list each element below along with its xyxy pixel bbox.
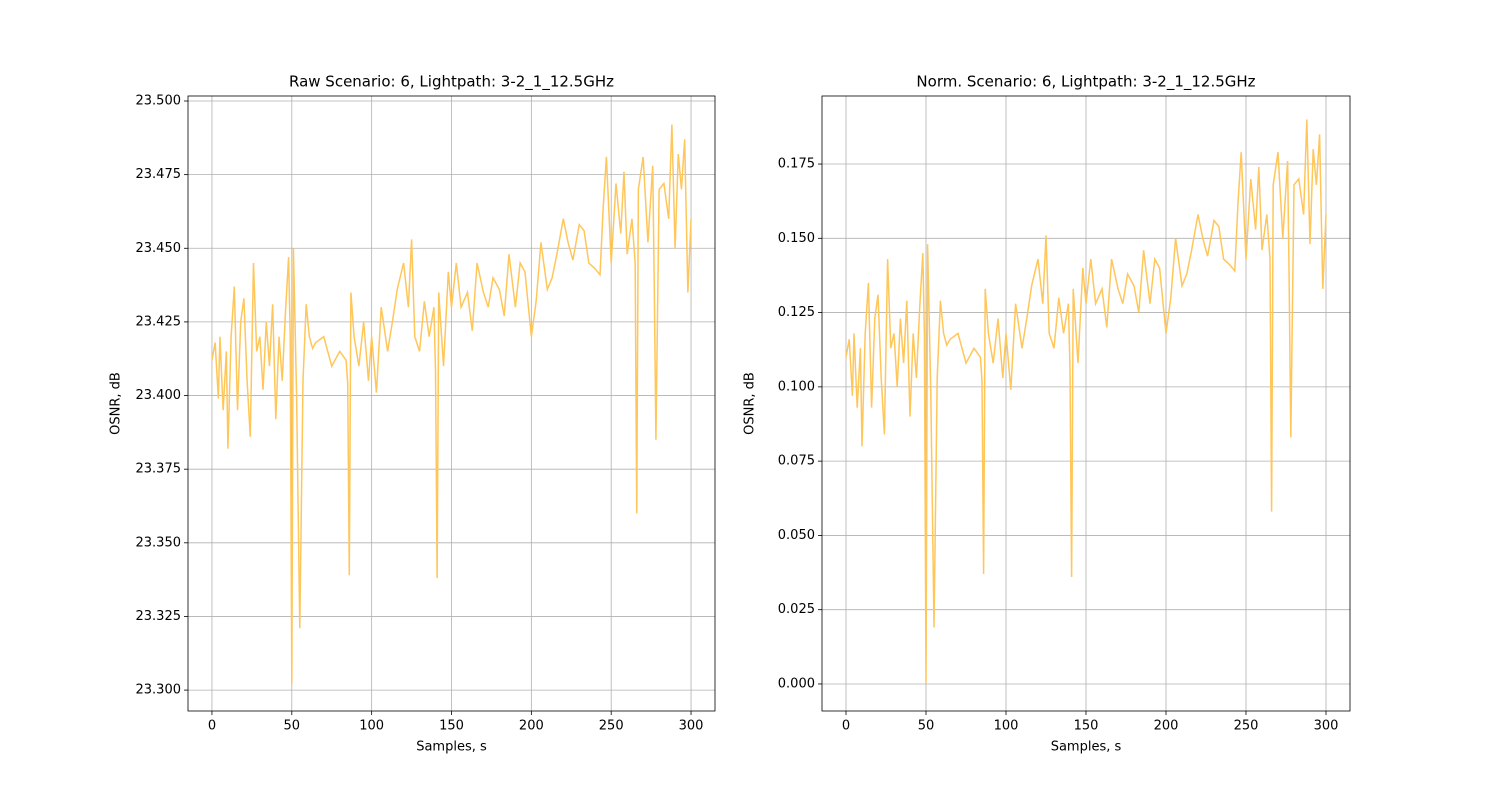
x-tick-label: 300 (679, 719, 704, 734)
y-tick-label: 0.025 (778, 602, 815, 617)
y-tick-label: 0.125 (778, 305, 815, 320)
chart-title: Raw Scenario: 6, Lightpath: 3-2_1_12.5GH… (289, 73, 614, 92)
y-tick-label: 23.375 (136, 462, 182, 477)
y-tick-label: 23.500 (136, 94, 182, 109)
x-tick-label: 200 (519, 719, 544, 734)
x-axis-label: Samples, s (416, 740, 487, 755)
x-tick-label: 250 (599, 719, 624, 734)
data-line (211, 124, 692, 685)
x-tick-label: 150 (1074, 719, 1099, 734)
y-axis-label: OSNR, dB (109, 372, 124, 435)
chart-title: Norm. Scenario: 6, Lightpath: 3-2_1_12.5… (916, 73, 1255, 92)
data-line (845, 119, 1327, 684)
x-tick-label: 200 (1154, 719, 1179, 734)
y-tick-label: 23.400 (136, 388, 182, 403)
y-tick-label: 0.050 (778, 528, 815, 543)
y-tick-label: 23.325 (136, 609, 182, 624)
y-axis-label: OSNR, dB (743, 372, 758, 435)
y-tick-label: 0.150 (778, 231, 815, 246)
x-tick-label: 300 (1314, 719, 1339, 734)
x-tick-label: 50 (284, 719, 301, 734)
x-tick-label: 100 (359, 719, 384, 734)
axes-frame (821, 95, 1351, 712)
y-tick-label: 0.175 (778, 157, 815, 172)
x-tick-label: 0 (208, 719, 216, 734)
x-axis-label: Samples, s (1051, 740, 1122, 755)
y-tick-label: 0.100 (778, 379, 815, 394)
y-tick-label: 23.350 (136, 535, 182, 550)
y-tick-label: 23.300 (136, 683, 182, 698)
x-tick-label: 50 (918, 719, 935, 734)
axes-frame (187, 95, 716, 712)
x-tick-label: 100 (994, 719, 1019, 734)
y-tick-label: 23.450 (136, 241, 182, 256)
y-tick-label: 0.075 (778, 454, 815, 469)
x-tick-label: 0 (842, 719, 850, 734)
y-tick-label: 23.475 (136, 167, 182, 182)
y-tick-label: 23.425 (136, 314, 182, 329)
x-tick-label: 250 (1234, 719, 1259, 734)
x-tick-label: 150 (439, 719, 464, 734)
y-tick-label: 0.000 (778, 676, 815, 691)
